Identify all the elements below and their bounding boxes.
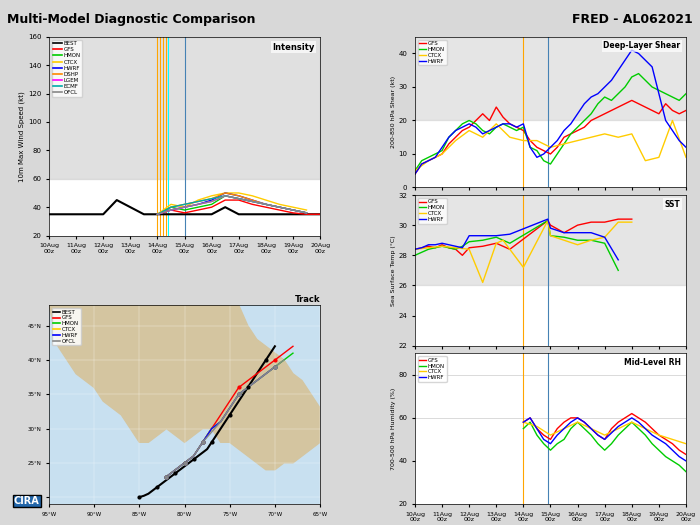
Legend: GFS, HMON, CTCX, HWRF: GFS, HMON, CTCX, HWRF (418, 356, 447, 382)
Bar (49, 37, 320, 179)
Text: Mid-Level RH: Mid-Level RH (624, 358, 680, 367)
Text: Intensity: Intensity (272, 43, 314, 52)
Legend: BEST, GFS, HMON, CTCX, HWRF, OFCL: BEST, GFS, HMON, CTCX, HWRF, OFCL (52, 308, 80, 345)
Polygon shape (49, 305, 320, 470)
Text: Track: Track (295, 296, 320, 304)
Y-axis label: 10m Max Wind Speed (kt): 10m Max Wind Speed (kt) (19, 91, 25, 182)
Legend: GFS, HMON, CTCX, HWRF: GFS, HMON, CTCX, HWRF (418, 39, 447, 65)
Text: FRED - AL062021: FRED - AL062021 (573, 13, 693, 26)
Text: Deep-Layer Shear: Deep-Layer Shear (603, 41, 680, 50)
Bar (415, 195, 686, 286)
Bar (415, 37, 686, 120)
Y-axis label: Sea Surface Temp (°C): Sea Surface Temp (°C) (391, 235, 395, 306)
Text: SST: SST (665, 200, 680, 208)
Text: CIRA: CIRA (14, 496, 40, 506)
Y-axis label: 200-850 hPa Shear (kt): 200-850 hPa Shear (kt) (391, 76, 395, 148)
Legend: GFS, HMON, CTCX, HWRF: GFS, HMON, CTCX, HWRF (418, 198, 447, 224)
Text: Multi-Model Diagnostic Comparison: Multi-Model Diagnostic Comparison (7, 13, 256, 26)
Legend: BEST, GFS, HMON, CTCX, HWRF, DSHP, LGEM, ECMF, OFCL: BEST, GFS, HMON, CTCX, HWRF, DSHP, LGEM,… (52, 39, 82, 97)
Y-axis label: 700-500 hPa Humidity (%): 700-500 hPa Humidity (%) (391, 387, 395, 470)
